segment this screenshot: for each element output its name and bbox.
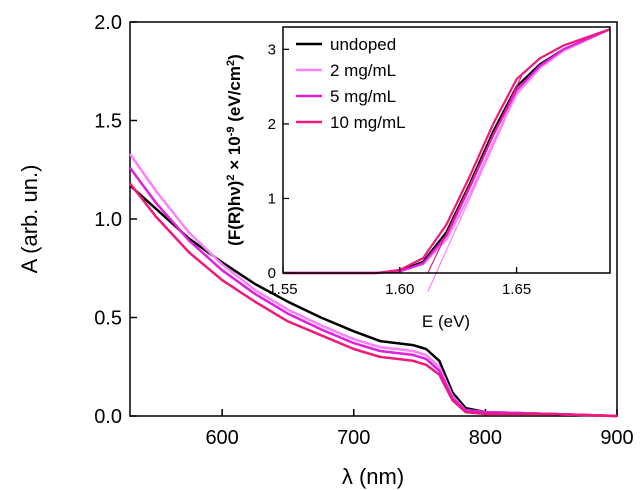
main-y-axis-title: A (arb. un.) bbox=[17, 165, 42, 274]
inset-y-tick-label: 1 bbox=[268, 190, 276, 207]
main-y-tick-label: 2.0 bbox=[94, 12, 122, 34]
inset-series-group bbox=[283, 28, 610, 292]
legend-label-undoped: undoped bbox=[330, 35, 396, 54]
inset-series-line-10-mg-ml bbox=[283, 28, 610, 275]
main-y-tick-label: 0.5 bbox=[94, 308, 122, 330]
inset-fit-line-0 bbox=[427, 71, 525, 274]
legend-label-10-mg-ml: 10 mg/mL bbox=[330, 113, 406, 132]
main-y-tick-label: 0.0 bbox=[94, 406, 122, 428]
main-series-group bbox=[128, 153, 618, 418]
inset-legend: undoped 2 mg/mL 5 mg/mL 10 mg/mL bbox=[296, 35, 406, 132]
main-series-line-5-mg-ml bbox=[128, 167, 618, 418]
main-y-tick-label: 1.0 bbox=[94, 209, 122, 231]
main-x-axis-title: λ (nm) bbox=[342, 464, 404, 489]
inset-y-axis-title: (F(R)hν)2 × 10-9 (eV/cm2) bbox=[225, 54, 244, 246]
inset-y-title-main: (F(R)hν) bbox=[225, 181, 244, 246]
main-x-tick-label: 600 bbox=[205, 427, 238, 449]
inset-y-title-close: ) bbox=[225, 54, 244, 60]
inset-clipped-lines bbox=[283, 28, 610, 292]
inset-y-title-sup2: -9 bbox=[225, 126, 237, 136]
inset-x-tick-label: 1.55 bbox=[268, 281, 297, 298]
inset-y-title-sup3: 2 bbox=[225, 60, 237, 66]
inset-plot-frame bbox=[282, 26, 611, 274]
inset-x-tick-label: 1.60 bbox=[385, 281, 414, 298]
main-series-line-10-mg-ml bbox=[129, 182, 618, 418]
inset-x-axis-title: E (eV) bbox=[422, 312, 470, 331]
main-x-tick-label: 700 bbox=[337, 427, 370, 449]
inset-y-title-mid: × 10 bbox=[225, 136, 244, 174]
inset-x-tick-label: 1.65 bbox=[502, 281, 531, 298]
inset-y-tick-label: 2 bbox=[268, 116, 276, 133]
inset-y-title-sup1: 2 bbox=[225, 175, 237, 181]
main-x-tick-label: 900 bbox=[600, 427, 633, 449]
legend-label-5-mg-ml: 5 mg/mL bbox=[330, 87, 396, 106]
inset-y-tick-label: 0 bbox=[268, 265, 276, 282]
inset-y-title-end: (eV/cm bbox=[225, 66, 244, 126]
main-axis-ticks: 600 700 800 900 0.0 0.5 1.0 1.5 2.0 bbox=[94, 12, 634, 449]
main-x-tick-label: 800 bbox=[469, 427, 502, 449]
inset-y-tick-label: 3 bbox=[268, 41, 276, 58]
legend-label-2-mg-ml: 2 mg/mL bbox=[330, 61, 396, 80]
inset-axis-ticks: 1.55 1.60 1.65 0 1 2 3 bbox=[268, 41, 532, 298]
inset-fit-line-1 bbox=[427, 119, 506, 292]
main-y-tick-label: 1.5 bbox=[94, 111, 122, 133]
